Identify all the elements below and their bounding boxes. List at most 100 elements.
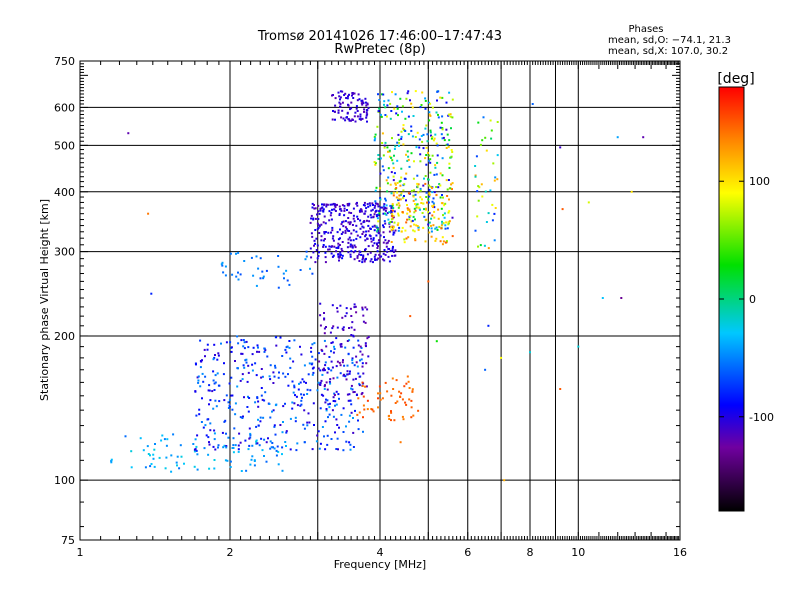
data-point: [274, 364, 276, 367]
data-point: [329, 402, 331, 405]
data-point: [234, 360, 236, 362]
data-point: [212, 379, 215, 382]
data-point: [202, 380, 205, 383]
data-point: [451, 216, 454, 219]
data-point: [311, 362, 314, 365]
data-point: [491, 219, 494, 222]
data-point: [347, 95, 349, 98]
data-point: [338, 361, 341, 364]
data-point: [399, 198, 402, 201]
data-point: [416, 185, 419, 188]
data-point: [440, 133, 443, 136]
data-point: [407, 133, 410, 136]
data-point: [348, 230, 351, 232]
data-point: [381, 93, 383, 96]
legend-line-x: mean, sd,X: 107.0, 30.2: [608, 46, 728, 57]
data-point: [212, 445, 215, 448]
data-point: [354, 409, 356, 412]
data-point: [391, 377, 394, 380]
data-point: [448, 113, 450, 116]
data-point: [364, 342, 367, 345]
data-point: [365, 114, 368, 117]
data-point: [408, 218, 411, 221]
data-point: [322, 394, 325, 397]
data-point: [381, 397, 384, 400]
data-point: [420, 104, 423, 106]
data-point: [333, 245, 336, 248]
data-point: [393, 419, 396, 422]
data-point: [429, 114, 432, 117]
data-point: [356, 255, 359, 258]
data-point: [234, 402, 237, 405]
data-point: [392, 226, 395, 229]
data-point: [202, 426, 205, 429]
data-point: [392, 179, 395, 182]
data-point: [227, 401, 230, 404]
data-point: [331, 409, 334, 412]
data-point: [376, 247, 379, 249]
data-point: [368, 202, 371, 205]
data-point: [401, 398, 404, 401]
data-point: [361, 117, 364, 120]
data-point: [372, 204, 374, 206]
data-point: [398, 194, 401, 197]
data-point: [346, 116, 348, 119]
data-point: [208, 441, 210, 444]
data-point: [334, 400, 337, 403]
data-point: [408, 165, 411, 168]
data-point: [355, 311, 358, 314]
data-point: [431, 186, 433, 189]
data-point: [356, 204, 359, 207]
data-point: [287, 384, 290, 387]
data-point: [255, 442, 258, 445]
data-point: [379, 113, 382, 116]
data-point: [213, 343, 216, 346]
data-point: [194, 438, 197, 441]
data-point: [335, 250, 338, 253]
data-point: [397, 212, 400, 215]
data-point: [385, 179, 388, 182]
data-point: [392, 251, 395, 253]
data-point: [196, 468, 199, 471]
data-point: [430, 235, 433, 238]
data-point: [338, 205, 341, 208]
data-point: [378, 99, 381, 101]
data-point: [273, 447, 276, 450]
data-point: [383, 144, 386, 147]
data-point: [376, 228, 379, 231]
data-point: [376, 230, 379, 233]
data-point: [313, 239, 316, 242]
data-point: [255, 374, 258, 377]
data-point: [412, 229, 415, 232]
data-point: [253, 464, 256, 467]
data-point: [339, 372, 342, 375]
data-point: [349, 243, 352, 246]
data-point: [198, 408, 201, 411]
data-point: [332, 254, 335, 257]
data-point: [198, 413, 201, 416]
data-point: [263, 455, 265, 457]
data-point: [369, 204, 372, 207]
data-point: [260, 394, 263, 397]
data-point: [437, 113, 439, 116]
data-point: [337, 245, 340, 248]
data-point: [451, 188, 453, 191]
data-point: [382, 226, 385, 229]
data-point: [272, 371, 275, 374]
data-point: [320, 393, 323, 396]
data-point: [312, 251, 315, 254]
data-point: [372, 410, 375, 413]
data-point: [208, 384, 211, 387]
data-point: [355, 224, 358, 227]
data-point: [391, 91, 393, 94]
data-point: [297, 388, 300, 391]
data-point: [127, 132, 130, 135]
data-point: [366, 337, 369, 340]
data-point: [259, 420, 262, 423]
data-point: [314, 242, 317, 245]
data-point: [332, 110, 334, 112]
data-point: [383, 220, 386, 223]
data-point: [376, 125, 379, 128]
data-point: [367, 215, 370, 218]
